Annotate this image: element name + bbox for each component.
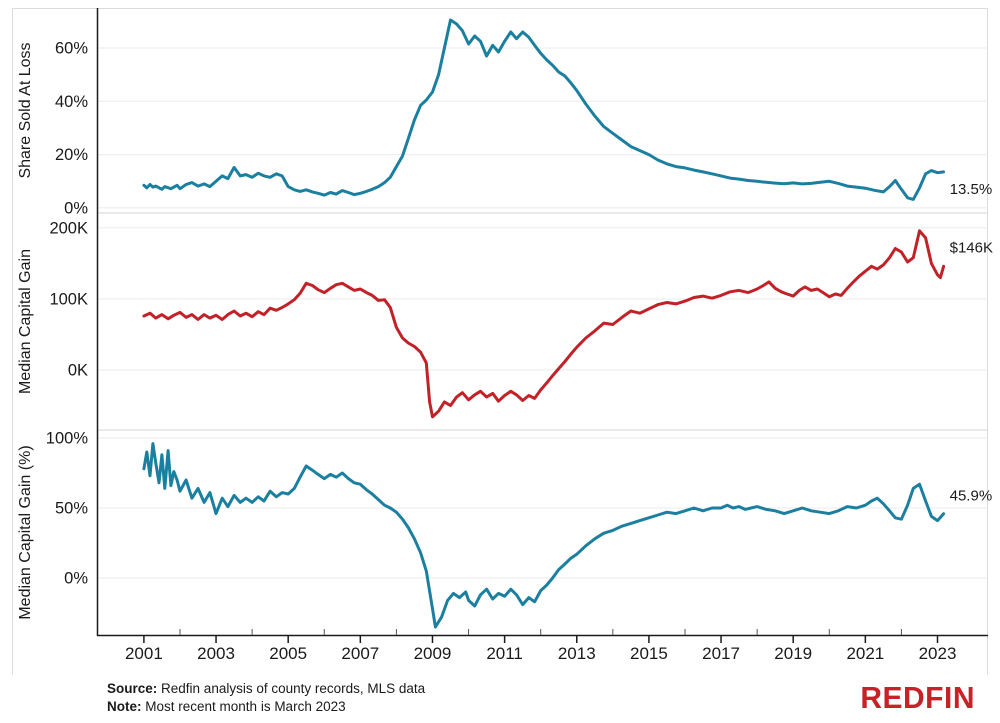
note-text: Most recent month is March 2023 xyxy=(145,699,346,714)
y-tick-label: 50% xyxy=(55,499,88,517)
x-tick-label: 2007 xyxy=(341,644,379,663)
median-capital-gain-line xyxy=(142,229,946,419)
y-tick-label: 40% xyxy=(55,93,88,111)
y-tick-label: 200K xyxy=(49,219,88,237)
x-tick-label: 2017 xyxy=(702,644,740,663)
x-tick-label: 2011 xyxy=(486,644,523,663)
y-tick-label: 100% xyxy=(46,429,89,447)
share-sold-at-loss-line xyxy=(142,18,946,201)
x-tick-label: 2005 xyxy=(269,644,307,663)
x-tick-label: 2001 xyxy=(125,644,163,663)
end-value-label: 13.5% xyxy=(950,181,993,198)
end-value-label: $146K xyxy=(950,239,993,256)
y-tick-label: 100K xyxy=(49,290,88,308)
end-value-label: 45.9% xyxy=(950,488,993,505)
source-note-block: Source: Redfin analysis of county record… xyxy=(107,680,425,716)
note-label: Note: xyxy=(107,699,142,714)
x-tick-label: 2013 xyxy=(558,644,596,663)
x-tick-label: 2023 xyxy=(919,644,957,663)
x-tick-label: 2019 xyxy=(774,644,812,663)
y-tick-label: 0% xyxy=(64,570,88,588)
x-tick-label: 2003 xyxy=(197,644,235,663)
y-axis-title: Median Capital Gain xyxy=(17,249,34,394)
x-tick-label: 2021 xyxy=(846,644,884,663)
y-tick-label: 0K xyxy=(68,361,88,379)
figure-border xyxy=(12,8,988,675)
x-tick-label: 2009 xyxy=(414,644,452,663)
x-tick-label: 2015 xyxy=(630,644,668,663)
note-line: Note: Most recent month is March 2023 xyxy=(107,698,425,716)
three-panel-line-chart: 0% 20% 40% 60% Share Sold At Loss 13.5% 0K 100K… xyxy=(12,8,993,675)
y-tick-label: 0% xyxy=(64,199,88,217)
source-line: Source: Redfin analysis of county record… xyxy=(107,680,425,698)
y-axis-title: Share Sold At Loss xyxy=(17,42,34,178)
median-capital-gain-pct-line xyxy=(142,442,946,629)
y-tick-label: 60% xyxy=(55,39,88,57)
source-text: Redfin analysis of county records, MLS d… xyxy=(161,681,426,696)
y-axis-title: Median Capital Gain (%) xyxy=(17,445,34,619)
source-label: Source: xyxy=(107,681,158,696)
redfin-logo: REDFIN xyxy=(860,681,975,716)
y-tick-label: 20% xyxy=(55,146,88,164)
